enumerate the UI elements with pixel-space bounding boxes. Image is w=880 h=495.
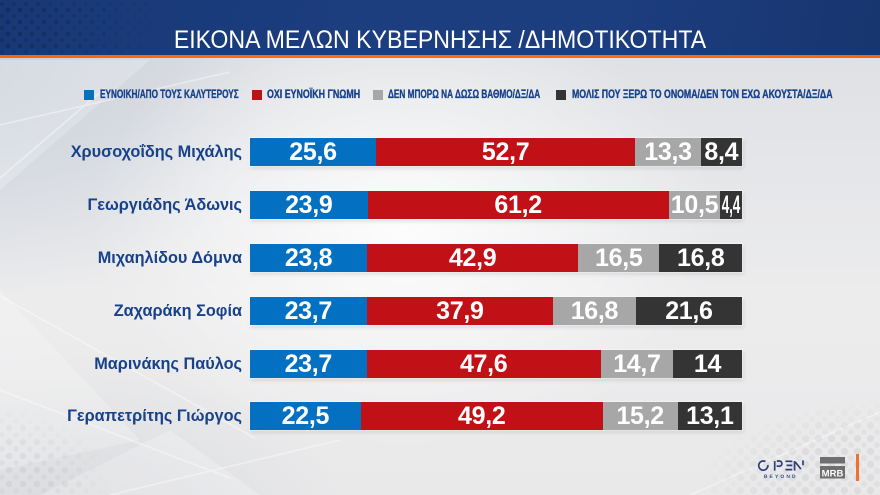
svg-text:BEYOND: BEYOND bbox=[764, 474, 798, 480]
svg-text:MRB: MRB bbox=[822, 469, 844, 480]
